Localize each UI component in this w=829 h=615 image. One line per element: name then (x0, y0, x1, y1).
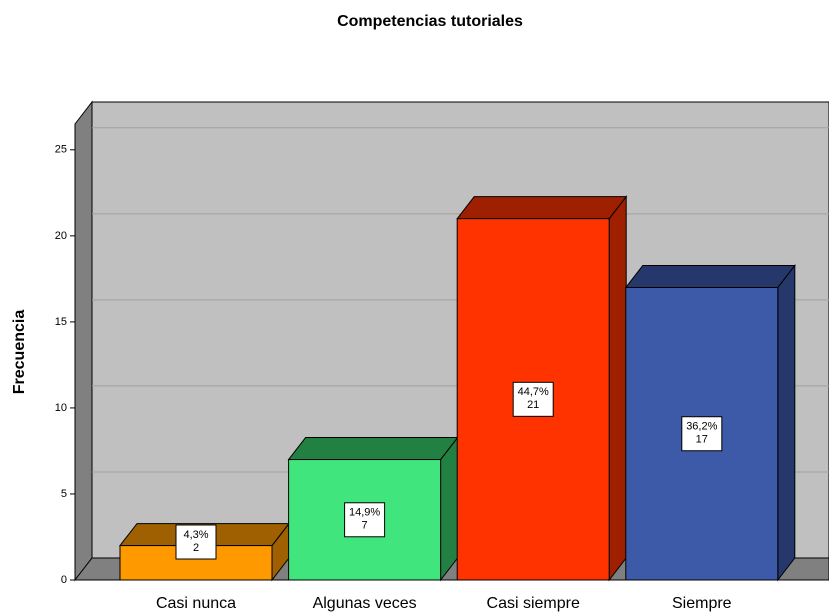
y-tick-label: 10 (55, 402, 67, 414)
percentage-label: 4,3% (183, 529, 208, 541)
data-label: 7 (362, 520, 368, 532)
y-tick-label: 5 (61, 488, 67, 500)
data-label-box (681, 416, 723, 452)
percentage-label: 14,9% (349, 507, 380, 519)
bar-top (287, 437, 459, 461)
data-label-box (175, 524, 217, 560)
bar-group: 4,3%2 (118, 522, 291, 582)
y-axis-title: Frecuencia (11, 310, 28, 395)
y-tick-label: 20 (55, 230, 67, 242)
bar (625, 286, 779, 581)
side-wall (74, 100, 93, 582)
data-label-box (512, 381, 554, 417)
data-label: 21 (527, 399, 539, 411)
data-label: 2 (193, 542, 199, 554)
bar-top (624, 264, 796, 288)
x-tick-label: Siempre (672, 595, 732, 612)
y-tick-label: 0 (61, 574, 67, 586)
data-label: 17 (696, 434, 708, 446)
x-tick-label: Algunas veces (313, 595, 417, 612)
percentage-label: 44,7% (518, 386, 549, 398)
bar-group: 14,9%7 (287, 436, 459, 582)
x-tick-label: Casi siempre (487, 595, 580, 612)
x-tick-label: Casi nunca (156, 595, 236, 612)
bar-side (440, 436, 459, 582)
bar-group: 36,2%17 (624, 264, 796, 582)
data-label-box (344, 502, 386, 538)
bar-top (456, 196, 628, 220)
y-tick-label: 25 (55, 144, 67, 156)
y-tick-label: 15 (55, 316, 67, 328)
bar-side (777, 264, 796, 582)
percentage-label: 36,2% (686, 421, 717, 433)
bar-side (608, 195, 627, 582)
bar-group: 44,7%21 (456, 195, 628, 582)
chart-title: Competencias tutoriales (337, 13, 523, 30)
